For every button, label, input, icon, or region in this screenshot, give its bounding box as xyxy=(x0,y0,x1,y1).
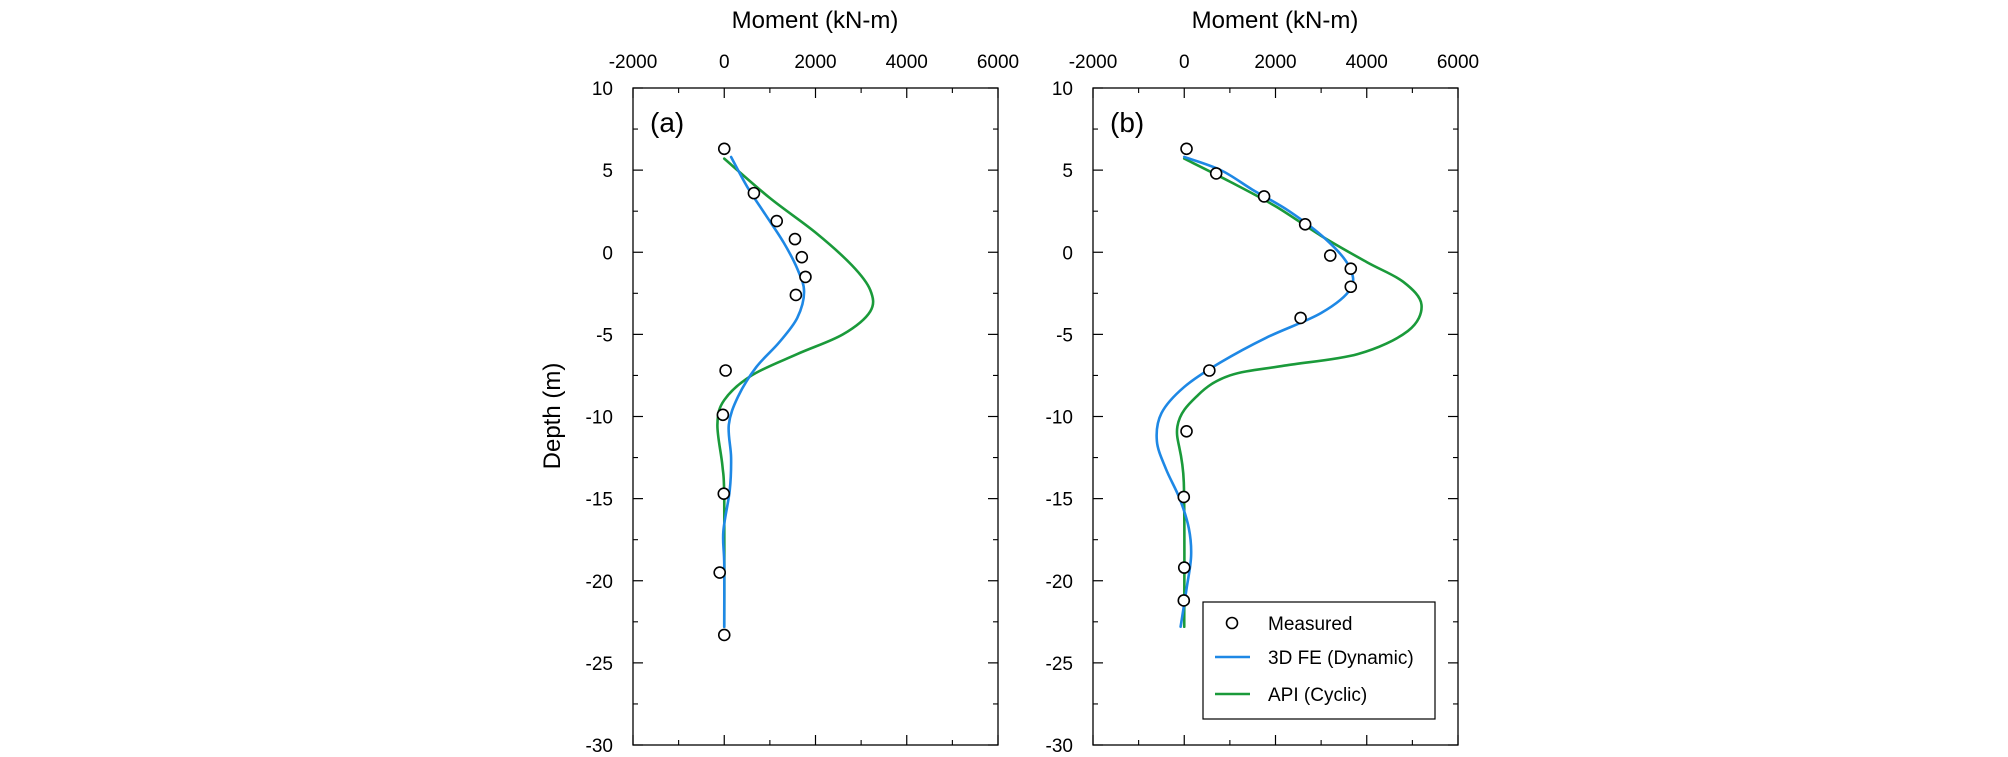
y-tick-label: -10 xyxy=(1046,408,1073,429)
y-tick-label: -10 xyxy=(586,408,613,429)
legend-label-3d-fe: 3D FE (Dynamic) xyxy=(1268,648,1414,669)
measured-point xyxy=(799,270,812,284)
series-line-api-cyclic-b xyxy=(1175,157,1423,629)
y-tick-label: 0 xyxy=(602,243,613,264)
measured-point xyxy=(719,364,732,377)
series-line-3d-fe-dynamic-b xyxy=(1155,155,1355,629)
y-tick-label: -25 xyxy=(586,654,613,675)
legend-label-api: API (Cyclic) xyxy=(1268,685,1367,706)
y-tick-label: 10 xyxy=(1052,79,1073,100)
y-tick-label: -25 xyxy=(1046,654,1073,675)
x-tick-label: 6000 xyxy=(977,52,1019,73)
x-tick-label: 6000 xyxy=(1437,52,1479,73)
x-tick-label: 2000 xyxy=(1254,52,1296,73)
x-tick-label: 2000 xyxy=(794,52,836,73)
y-tick-label: -15 xyxy=(586,490,613,511)
measured-markers-b xyxy=(1177,142,1358,607)
x-tick-label: -2000 xyxy=(609,52,658,73)
measured-point xyxy=(1344,262,1358,275)
panel-label-a: (a) xyxy=(650,107,684,138)
measured-point xyxy=(1257,190,1271,203)
ticks-a: -2000 0 2000 4000 6000 10 5 0 -5 -10 -15 -20 -25 -30 xyxy=(586,52,1020,757)
measured-point xyxy=(770,214,784,228)
y-tick-label: -20 xyxy=(586,572,613,593)
y-tick-label: -20 xyxy=(1046,572,1073,593)
y-tick-label: 10 xyxy=(592,79,613,100)
measured-point xyxy=(1180,142,1193,156)
x-axis-title-b: Moment (kN-m) xyxy=(1192,7,1359,34)
panel-label-b: (b) xyxy=(1110,107,1144,138)
x-tick-label: 4000 xyxy=(1346,52,1388,73)
measured-point xyxy=(1298,218,1312,231)
legend-marker-measured xyxy=(1225,616,1239,630)
y-tick-label: -30 xyxy=(586,736,613,757)
y-axis-title: Depth (m) xyxy=(539,363,566,470)
series-line-3d-fe-dynamic-a xyxy=(721,155,806,629)
series-lines-a xyxy=(716,155,875,629)
measured-markers-a xyxy=(713,142,812,642)
y-tick-label: -15 xyxy=(1046,490,1073,511)
y-tick-label: -5 xyxy=(1056,325,1073,346)
x-tick-label: 0 xyxy=(1179,52,1190,73)
measured-point xyxy=(788,232,802,246)
measured-point xyxy=(1177,490,1191,504)
measured-point xyxy=(1203,364,1216,377)
legend-label-measured: Measured xyxy=(1268,614,1353,635)
y-tick-label: 5 xyxy=(1062,161,1073,182)
x-axis-title-a: Moment (kN-m) xyxy=(732,7,899,34)
measured-point xyxy=(1344,280,1358,294)
measured-point xyxy=(717,487,731,500)
x-tick-label: 4000 xyxy=(886,52,928,73)
measured-point xyxy=(1177,561,1191,574)
ticks-b: -2000 0 2000 4000 6000 10 5 0 -5 -10 -15 -20 -25 -30 xyxy=(1046,52,1480,757)
measured-point xyxy=(1180,424,1193,438)
legend: Measured 3D FE (Dynamic) API (Cyclic) xyxy=(1202,601,1436,720)
legend-box xyxy=(1202,601,1436,720)
measured-point xyxy=(717,628,731,642)
measured-point xyxy=(716,408,730,422)
series-lines-b xyxy=(1155,155,1423,629)
measured-point xyxy=(789,288,803,302)
panel-b: -2000 0 2000 4000 60001050-5-10-15-20-25-30 … xyxy=(1046,7,1480,757)
x-tick-label: -2000 xyxy=(1069,52,1118,73)
measured-point xyxy=(1323,249,1337,262)
y-tick-label: 0 xyxy=(1062,243,1073,264)
measured-point xyxy=(747,186,761,200)
panel-a: -2000 0 2000 4000 60001050-5-10-15-20-25-30 … xyxy=(539,7,1019,757)
series-line-api-cyclic-a xyxy=(716,157,875,629)
measured-point xyxy=(1209,167,1223,180)
measured-point xyxy=(1177,594,1191,607)
y-tick-label: 5 xyxy=(602,161,613,182)
measured-point xyxy=(795,250,809,264)
x-tick-label: 0 xyxy=(719,52,730,73)
measured-point xyxy=(713,566,726,579)
y-tick-label: -5 xyxy=(596,325,613,346)
measured-point xyxy=(1294,311,1307,325)
y-tick-label: -30 xyxy=(1046,736,1073,757)
measured-point xyxy=(717,142,731,156)
